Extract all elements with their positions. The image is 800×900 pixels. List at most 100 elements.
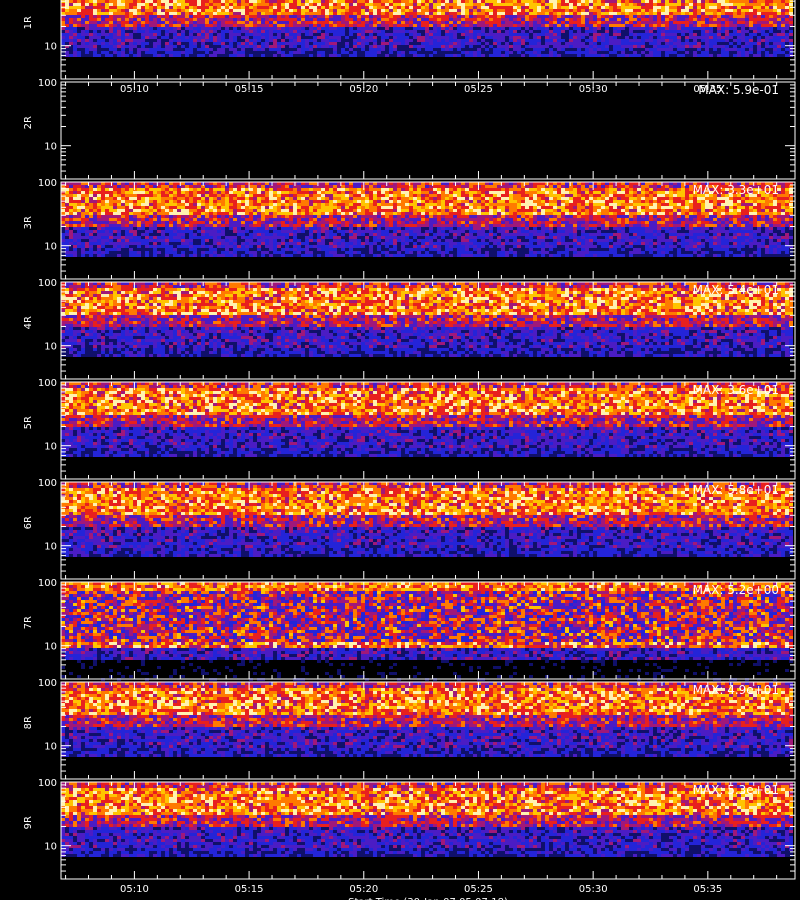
panel-9R: 100 10 05:10 05:15 05:20 05:25 05:30 05:35 9R MAX… [23,778,796,895]
y-tick-label: 100 [38,778,57,789]
heatmap-cell-group [61,182,793,227]
panel-6R: 1001005:1005:1505:2005:2505:3005:356RMAX… [23,478,796,595]
heatmap-cell-group [65,488,793,515]
heatmap-cells [61,182,793,257]
heatmap-cell-group [61,782,793,848]
y-tick-label: 100 [38,578,57,589]
heatmap-cell-group [61,388,789,415]
max-annotation: MAX: 3.3e+01 [693,183,779,197]
panel-8R: 1001005:1005:1505:2005:2505:3005:358RMAX… [23,678,796,795]
panel-label: 3R [23,216,34,229]
max-annotation: MAX: 5.8e+01 [693,483,779,497]
x-tick-label: 05:15 [235,884,264,895]
y-tick-label: 100 [38,78,57,89]
heatmap-cell-group [61,27,793,57]
y-tick-label: 100 [38,478,57,489]
panel-7R: 1001005:1005:1505:2005:2505:3005:357RMAX… [23,578,796,695]
heatmap-cell-group [61,582,793,648]
panel-label: 2R [23,116,34,129]
max-annotation: MAX: 4.9e+01 [693,683,779,697]
heatmap-cell-group [61,327,793,357]
plot-frame [60,0,796,80]
heatmap-cell-group [61,282,793,348]
y-tick-label: 10 [44,742,57,753]
panel-5R: 1001005:1005:1505:2005:2505:3005:355RMAX… [23,378,796,495]
heatmap-cell-group [61,788,789,815]
heatmap-cell-group [61,27,793,57]
panel-label: 5R [23,416,34,429]
heatmap-cell-group [61,288,793,315]
panel-label: 8R [23,716,34,729]
heatmap-cell-group [61,0,793,27]
x-tick-label: 05:20 [349,884,378,895]
y-tick-label: 10 [44,842,57,853]
panel-label: 9R [23,816,34,829]
panel-label: 4R [23,316,34,329]
heatmap-cell-group [61,527,793,557]
heatmap-cells [61,0,793,57]
heatmap-cells [61,382,793,457]
heatmap-cell-group [61,382,793,427]
heatmap-cell-group [61,682,793,757]
plot-frame [60,481,796,580]
y-tick-label: 10 [44,42,57,53]
x-tick-label: 05:25 [464,884,493,895]
heatmap-cell-group [61,688,793,715]
heatmap-cell-group [61,427,793,457]
heatmap-cell-group [61,591,793,660]
plot-frame [60,381,796,480]
heatmap-cell-group [61,388,793,415]
y-tick-label: 100 [38,278,57,289]
heatmap-cell-group [65,827,793,857]
y-tick-label: 10 [44,142,57,153]
heatmap-cell-group [61,282,793,327]
max-annotation: MAX: 5.4e+01 [693,283,779,297]
heatmap-cell-group [61,482,793,527]
heatmap-cell-group [61,282,793,327]
panel-2R: 1001005:1005:1505:2005:2505:3005:352RMAX… [23,78,796,195]
max-annotation: MAX: 5.9e-01 [698,83,779,97]
x-tick-label: 05:35 [693,884,722,895]
heatmap-cells [61,682,793,757]
plot-frame [60,81,796,180]
y-tick-label: 100 [38,178,57,189]
heatmap-cell-group [61,582,793,648]
heatmap-cell-group [65,188,793,215]
heatmap-cell-group [61,182,793,257]
panel-3R: 1001005:1005:1505:2005:2505:3005:353RMAX… [23,178,796,295]
heatmap-cell-group [61,782,793,827]
heatmap-cell-group [61,827,793,857]
plot-frame [60,581,796,680]
heatmap-cell-group [61,188,793,215]
x-axis-label: Start Time (30-Jan-07 05:07:18) [348,897,508,900]
heatmap-cell-group [61,582,793,648]
panel-label: 1R [23,16,34,29]
heatmap-cell-group [61,527,793,557]
heatmap-cell-group [61,782,793,857]
heatmap-cell-group [61,382,793,427]
heatmap-cell-group [61,782,793,827]
heatmap-cell-group [61,0,793,27]
plot-frame [60,781,796,880]
max-annotation: MAX: 5.3e+01 [693,783,779,797]
heatmap-cell-group [61,788,793,815]
heatmap-cell-group [65,0,793,15]
heatmap-cell-group [61,227,789,257]
heatmap-cell-group [61,688,793,715]
heatmap-cell-group [61,591,793,660]
y-tick-label: 10 [44,642,57,653]
heatmap-cell-group [61,482,793,557]
plot-frame [60,181,796,280]
x-tick-label: 05:10 [120,884,149,895]
heatmap-cell-group [61,648,793,681]
heatmap-cells [61,582,793,681]
x-tick-label: 05:30 [579,884,608,895]
plot-frame [60,681,796,780]
y-tick-label: 10 [44,242,57,253]
heatmap-cell-group [61,15,793,57]
heatmap-cell-group [61,427,793,457]
heatmap-cells [61,282,793,357]
y-tick-label: 100 [38,378,57,389]
y-tick-label: 10 [44,542,57,553]
